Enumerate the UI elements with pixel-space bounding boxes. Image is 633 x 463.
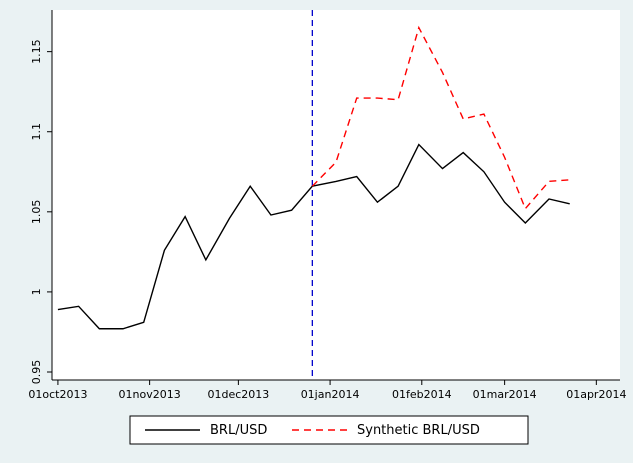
y-tick-label: 1.05 (30, 200, 43, 225)
x-tick-label: 01apr2014 (566, 388, 626, 401)
y-tick-label: 0.95 (30, 360, 43, 385)
x-tick-label: 01nov2013 (119, 388, 181, 401)
x-tick-label: 01mar2014 (473, 388, 537, 401)
series-line (311, 25, 570, 210)
x-tick-label: 01feb2014 (392, 388, 452, 401)
y-tick-label: 1 (30, 288, 43, 295)
y-tick-label: 1.1 (30, 123, 43, 141)
plot-area (52, 10, 620, 380)
x-tick-label: 01dec2013 (207, 388, 269, 401)
x-tick-label: 01jan2014 (301, 388, 360, 401)
legend-label: BRL/USD (210, 423, 267, 438)
y-tick-label: 1.15 (30, 39, 43, 64)
legend-label: Synthetic BRL/USD (357, 423, 480, 438)
x-tick-label: 01oct2013 (28, 388, 87, 401)
